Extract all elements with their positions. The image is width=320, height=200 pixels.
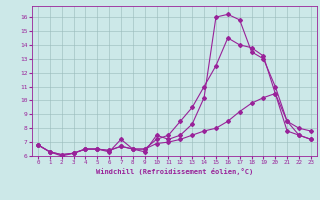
X-axis label: Windchill (Refroidissement éolien,°C): Windchill (Refroidissement éolien,°C) [96, 168, 253, 175]
